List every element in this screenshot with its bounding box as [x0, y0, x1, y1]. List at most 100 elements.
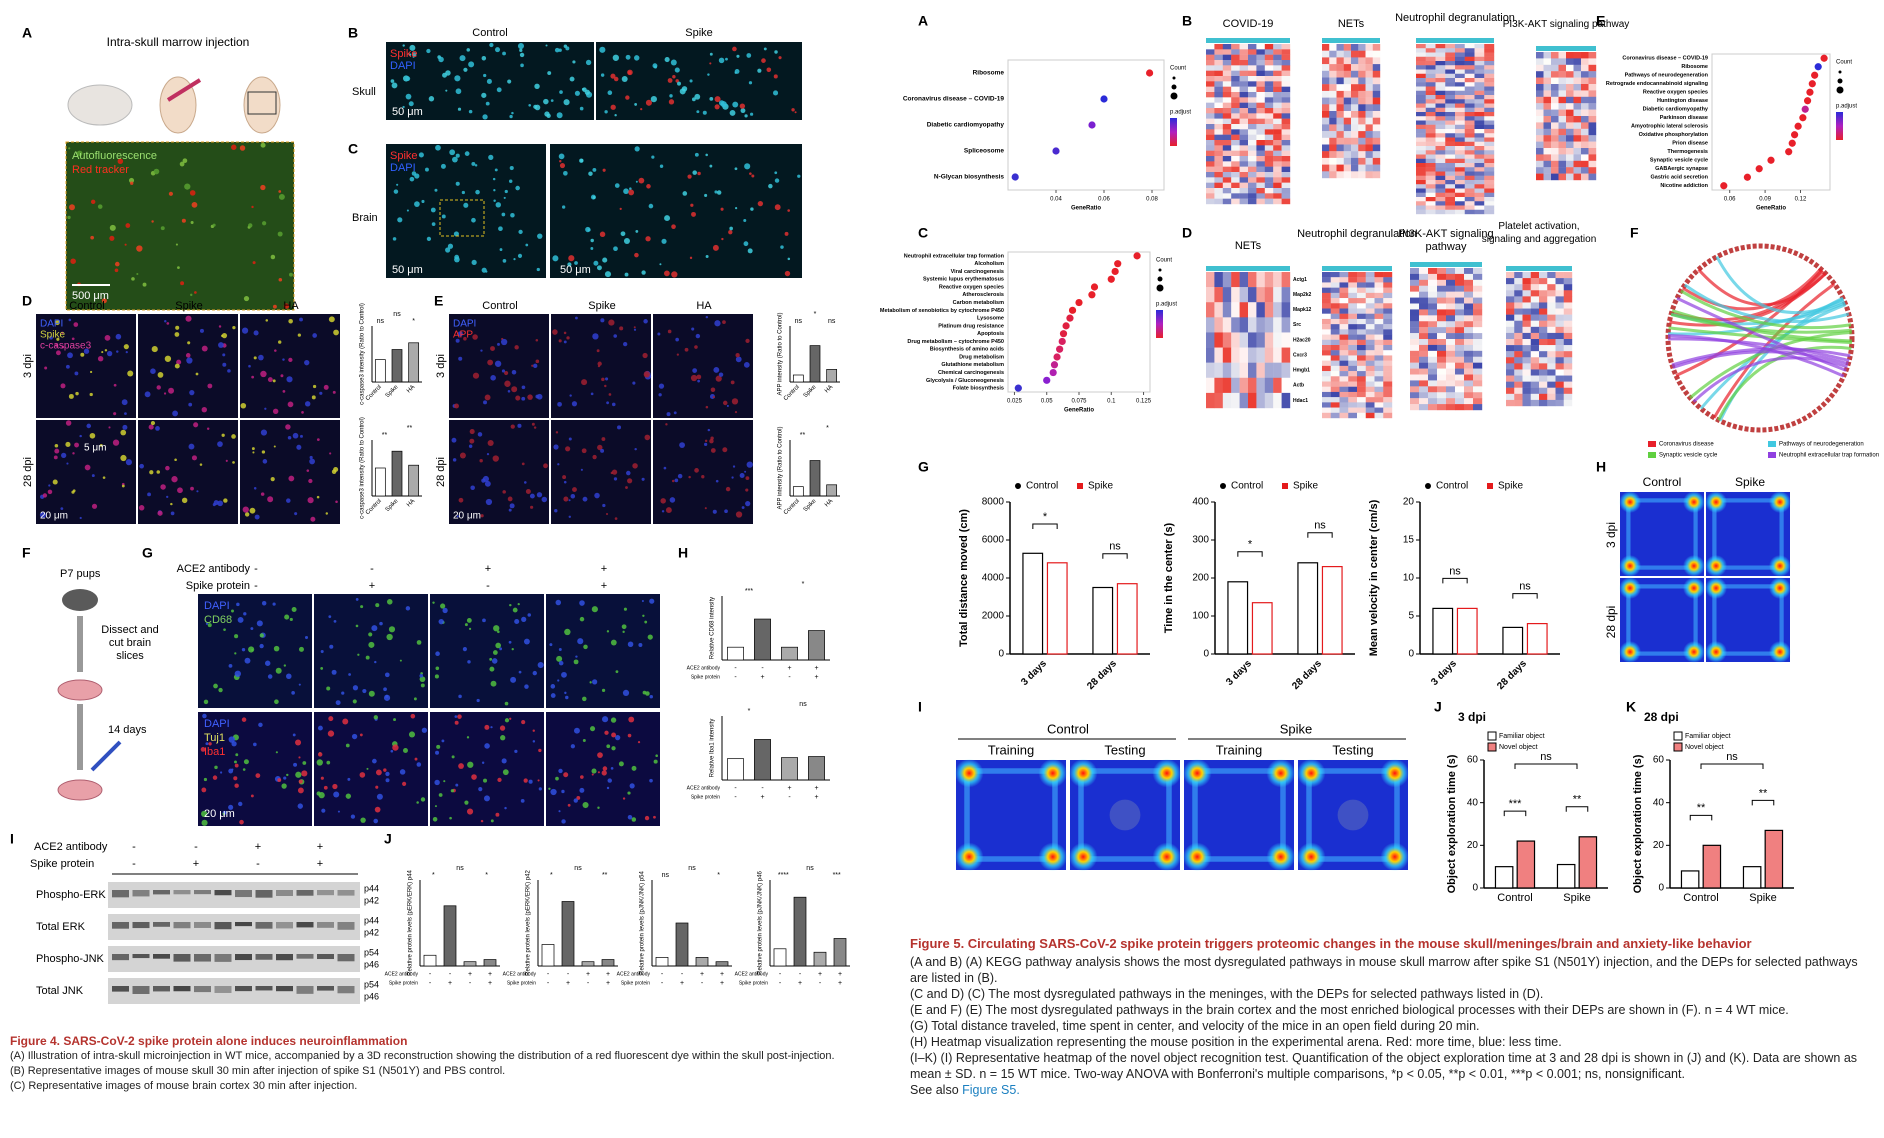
- heatmap-cell: [1539, 357, 1548, 364]
- heatmap-cell: [1455, 321, 1465, 328]
- cell: [511, 111, 514, 115]
- heatmap-cell: [1474, 146, 1485, 151]
- cell: [232, 461, 235, 464]
- heatmap-cell: [1339, 360, 1349, 367]
- heading: NETs: [1337, 18, 1365, 30]
- cell: [332, 390, 336, 394]
- legend-size: [1157, 276, 1163, 282]
- heatmap-cell: [1514, 381, 1523, 388]
- heatmap-cell: [1322, 360, 1331, 367]
- heatmap-cell: [1339, 339, 1349, 346]
- heatmap-cell: [1522, 351, 1531, 358]
- heatmap-cell: [1474, 78, 1485, 83]
- heatmap-cell: [1506, 345, 1515, 352]
- heatmap-cell: [1365, 308, 1375, 314]
- heatmap-cell: [1573, 90, 1582, 97]
- heatmap-cell: [1455, 279, 1465, 286]
- cell: [652, 63, 658, 69]
- cell: [234, 652, 237, 655]
- figure-link[interactable]: Figure S5.: [962, 1083, 1020, 1097]
- heatmap-cell: [1539, 375, 1548, 382]
- heatmap-cell: [1555, 351, 1564, 358]
- heatmap-cell: [1435, 197, 1446, 202]
- cell: [763, 47, 767, 51]
- heatmap-cell: [1273, 70, 1282, 77]
- cell: [517, 253, 523, 258]
- heatmap-cell: [1322, 303, 1331, 309]
- cell: [426, 48, 431, 54]
- cell: [384, 672, 390, 678]
- hot-spot: [1152, 842, 1182, 872]
- cell: [287, 401, 294, 408]
- heatmap-cell: [1543, 173, 1552, 181]
- label: 500 μm: [72, 290, 109, 302]
- cell: [190, 486, 194, 491]
- heatmap-cell: [1514, 320, 1523, 328]
- heatmap-cell: [1322, 282, 1331, 288]
- heatmap-cell: [1231, 108, 1240, 114]
- heatmap-cell: [1281, 54, 1291, 61]
- label: Spike protein: [30, 858, 94, 870]
- heatmap-cell: [1222, 124, 1232, 130]
- caption-title: Figure 5. Circulating SARS-CoV-2 spike p…: [910, 936, 1752, 951]
- heatmap-cell: [1464, 309, 1474, 316]
- gene-label: Actg1: [1293, 277, 1307, 283]
- heatmap-cell: [1514, 296, 1523, 303]
- band: [153, 954, 170, 959]
- cell: [741, 506, 745, 510]
- heatmap-cell: [1374, 407, 1384, 413]
- heatmap-cell: [1214, 81, 1223, 87]
- cell: [222, 362, 227, 367]
- term-label: Reactive oxygen species: [939, 284, 1004, 290]
- cell: [463, 336, 467, 341]
- cell: [558, 810, 561, 813]
- cell: [74, 442, 79, 448]
- term-label: Carbon metabolism: [953, 300, 1004, 306]
- heatmap-cell: [1214, 129, 1223, 135]
- heatmap-cell: [1445, 52, 1456, 57]
- cell: [549, 643, 553, 647]
- heatmap-cell: [1581, 128, 1589, 136]
- heatmap-cell: [1264, 172, 1274, 178]
- sign: -: [661, 971, 664, 978]
- bar: [1227, 581, 1249, 655]
- cell: [504, 701, 509, 706]
- cell: [591, 768, 597, 774]
- dot: [1066, 314, 1074, 322]
- cell: [495, 812, 500, 817]
- heatmap-cell: [1506, 302, 1515, 309]
- heatmap-cell: [1474, 95, 1485, 100]
- sign: -: [799, 971, 802, 978]
- band: [255, 922, 273, 929]
- heatmap-cell: [1339, 313, 1349, 320]
- cell: [562, 475, 567, 480]
- heatmap-cell: [1530, 381, 1540, 388]
- cell: [328, 615, 332, 619]
- heatmap-cell: [1416, 56, 1426, 62]
- cell: [347, 777, 351, 781]
- heatmap-cell: [1231, 129, 1240, 135]
- heatmap-cell: [1484, 65, 1495, 70]
- heatmap-cell: [1214, 193, 1223, 199]
- x-tick-label: 0.025: [1007, 399, 1023, 405]
- heatmap-cell: [1425, 209, 1436, 215]
- cell: [56, 337, 60, 341]
- micrograph: [240, 420, 340, 524]
- heatmap-cell: [1330, 397, 1340, 403]
- cell: [716, 190, 722, 195]
- heatmap-cell: [1473, 285, 1483, 292]
- cell: [504, 380, 511, 387]
- heatmap-cell: [1214, 140, 1223, 146]
- cell: [694, 468, 699, 473]
- heatmap-cell: [1256, 124, 1265, 130]
- cell: [151, 220, 154, 223]
- sign: +: [814, 794, 818, 801]
- heatmap-cell: [1206, 118, 1215, 125]
- heatmap-cell: [1330, 412, 1340, 419]
- heatmap-cell: [1329, 97, 1337, 105]
- cell: [207, 383, 213, 389]
- label: +: [601, 563, 607, 575]
- heatmap-cell: [1339, 350, 1349, 356]
- cell: [265, 319, 269, 322]
- hot-spot: [1769, 491, 1791, 513]
